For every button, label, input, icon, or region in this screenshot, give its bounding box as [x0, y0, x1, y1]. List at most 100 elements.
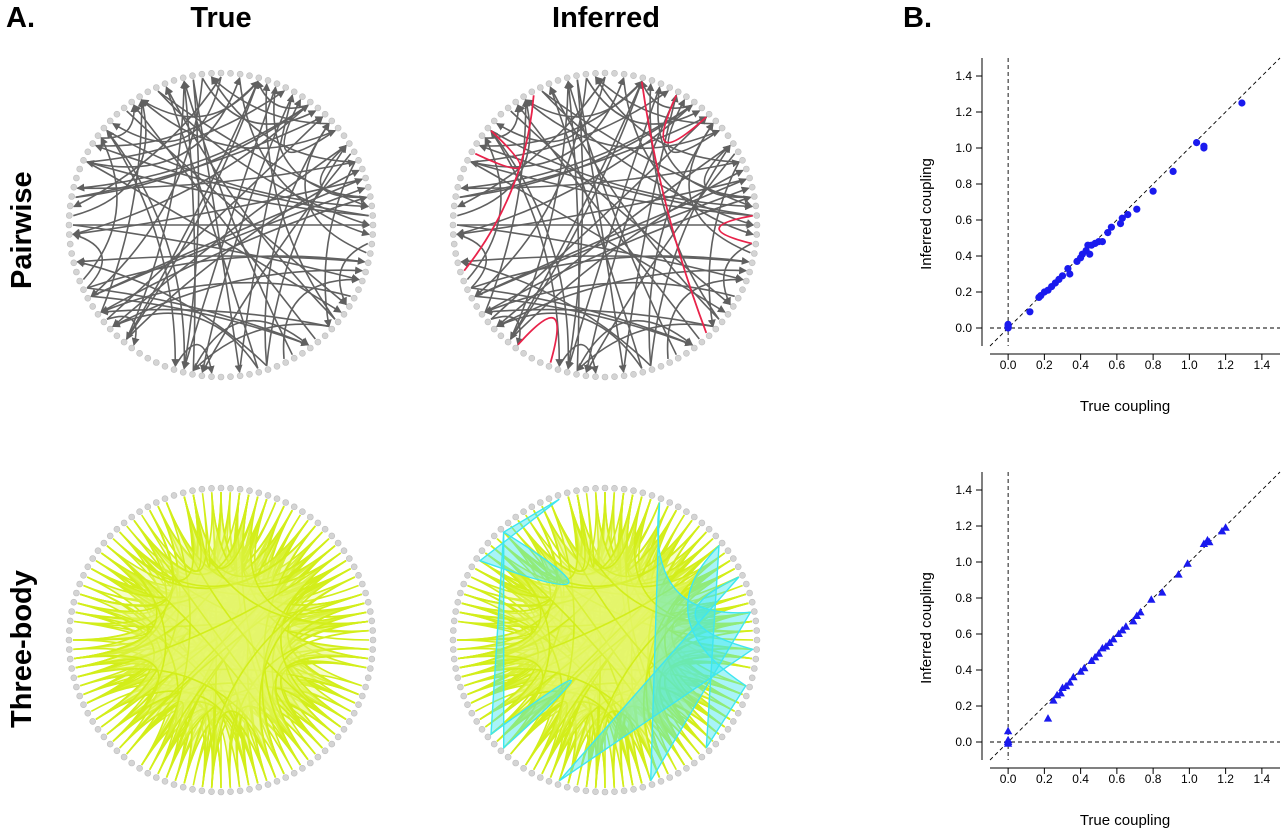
hyperedge [77, 552, 342, 775]
network-node [364, 183, 372, 191]
network-node [161, 777, 169, 785]
network-edge [106, 130, 370, 211]
network-node [340, 132, 348, 139]
network-node [454, 183, 462, 191]
hyperedge [133, 494, 309, 761]
network-edge [456, 232, 488, 289]
hyperedge [517, 494, 693, 761]
network-edge [90, 178, 364, 298]
network-node [369, 646, 377, 653]
network-node [450, 655, 458, 663]
network-node [512, 344, 520, 352]
network-node [65, 636, 73, 644]
hyperedge [503, 531, 754, 641]
network-node [227, 70, 234, 77]
network-edge [495, 76, 606, 143]
network-node [473, 555, 481, 562]
network-node [563, 368, 571, 376]
network-edge [478, 144, 753, 217]
network-node [128, 513, 135, 521]
network-node [362, 589, 369, 597]
network-node [113, 332, 121, 340]
network-node [683, 93, 690, 100]
data-point [1118, 214, 1126, 222]
data-point [1003, 735, 1013, 744]
network-node [80, 701, 87, 709]
network-node [198, 70, 206, 78]
network-node [746, 683, 753, 691]
data-point [1133, 205, 1141, 213]
network-node [217, 484, 225, 492]
network-node [73, 268, 80, 276]
network-node [306, 98, 314, 106]
network-node [620, 485, 628, 493]
network-node [89, 140, 96, 147]
x-tick-label: 1.0 [1181, 772, 1198, 786]
network-node [545, 495, 553, 503]
network-node [66, 655, 74, 663]
network-node [497, 332, 505, 340]
network-node [712, 740, 720, 748]
network-node [264, 366, 272, 373]
data-point [1169, 167, 1177, 175]
network-edge [133, 104, 316, 340]
network-edge [100, 98, 146, 313]
data-point [1104, 229, 1112, 237]
network-node [504, 338, 512, 346]
network-node [705, 747, 713, 755]
network-node [246, 72, 253, 79]
data-point [1149, 187, 1157, 195]
network-node [554, 781, 562, 788]
hyperedge-error [687, 543, 747, 749]
network-node [68, 250, 75, 257]
network-edge [111, 76, 222, 143]
network-node [705, 110, 713, 118]
network-node [490, 740, 498, 748]
network-node [299, 508, 306, 516]
network-node [512, 513, 520, 521]
network-node [66, 646, 73, 653]
network-node [364, 674, 372, 682]
network-node [683, 349, 690, 357]
network-node [198, 787, 206, 795]
y-axis-label: Inferred coupling [918, 158, 935, 270]
y-tick-label: 1.0 [955, 555, 972, 569]
network-node [120, 104, 128, 112]
network-node [478, 547, 486, 555]
network-node [80, 286, 87, 294]
network-node [236, 70, 244, 78]
network-node [321, 110, 329, 118]
network-node [490, 325, 498, 333]
data-point [1129, 616, 1138, 625]
network-node [68, 665, 75, 672]
data-point [1121, 622, 1131, 630]
network-node [504, 104, 512, 112]
network-edge [265, 144, 347, 366]
network-node [106, 740, 114, 748]
y-tick-label: 0.4 [955, 663, 972, 677]
network-node [639, 489, 647, 497]
network-node [592, 70, 599, 77]
network-node [84, 148, 92, 156]
network-threebody-inferred [449, 484, 761, 796]
network-node [264, 77, 272, 84]
data-point [1183, 559, 1192, 567]
network-node [478, 725, 486, 733]
network-node [464, 571, 471, 579]
network-node [120, 753, 128, 761]
network-edge [490, 315, 524, 346]
network-node [80, 571, 87, 579]
network-edge [576, 323, 714, 372]
network-edge-error [718, 214, 753, 245]
y-tick-label: 0.6 [955, 627, 972, 641]
network-node [355, 157, 362, 164]
network-node [189, 785, 196, 793]
network-node [698, 338, 706, 346]
network-node [536, 774, 544, 781]
network-edge [106, 315, 140, 346]
x-axis-label: True coupling [1080, 812, 1170, 829]
network-node [630, 487, 637, 495]
network-node [473, 718, 481, 725]
network-node [449, 636, 457, 644]
network-node [345, 718, 353, 725]
